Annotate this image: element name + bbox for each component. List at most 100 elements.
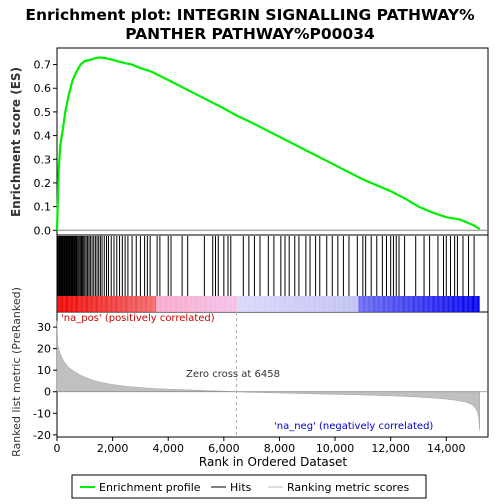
band-segment: [466, 296, 468, 312]
band-segment: [391, 296, 393, 312]
band-segment: [303, 296, 306, 312]
band-segment: [198, 296, 200, 312]
band-segment: [444, 296, 446, 312]
band-segment: [261, 296, 263, 312]
band-segment: [118, 296, 120, 312]
band-segment: [91, 296, 93, 312]
band-segment: [396, 296, 398, 312]
band-segment: [390, 296, 392, 312]
band-segment: [411, 296, 413, 312]
band-segment: [335, 296, 337, 312]
band-segment: [388, 296, 390, 312]
band-segment: [206, 296, 208, 312]
band-segment: [369, 296, 371, 312]
band-segment: [359, 296, 361, 312]
band-segment: [72, 296, 74, 312]
band-segment: [475, 296, 477, 312]
band-segment: [395, 296, 397, 312]
band-segment: [286, 296, 288, 312]
band-segment: [84, 296, 86, 312]
band-segment: [189, 296, 191, 312]
band-segment: [476, 296, 478, 312]
band-segment: [361, 296, 363, 312]
es-tick-label: 0.5: [34, 106, 52, 119]
band-segment: [263, 296, 265, 312]
band-segment: [323, 296, 326, 312]
x-tick-label: 8,000: [264, 442, 296, 455]
band-segment: [262, 296, 264, 312]
band-segment: [299, 296, 301, 312]
band-segment: [257, 296, 259, 312]
band-segment: [437, 296, 439, 312]
band-segment: [356, 296, 358, 312]
band-segment: [140, 296, 142, 312]
band-segment: [207, 296, 209, 312]
band-segment: [256, 296, 258, 312]
band-segment: [242, 296, 244, 312]
band-segment: [459, 296, 461, 312]
band-segment: [139, 296, 141, 312]
band-segment: [460, 296, 462, 312]
band-segment: [267, 296, 269, 312]
band-segment: [306, 296, 308, 312]
metric-tick-label: -10: [33, 407, 51, 420]
band-segment: [472, 296, 475, 312]
band-segment: [308, 296, 310, 312]
band-segment: [424, 296, 426, 312]
band-segment: [80, 296, 82, 312]
band-segment: [145, 296, 148, 312]
band-segment: [320, 296, 322, 312]
band-segment: [279, 296, 281, 312]
x-tick-label: 4,000: [152, 442, 184, 455]
band-segment: [470, 296, 472, 312]
band-segment: [81, 296, 83, 312]
band-segment: [77, 296, 79, 312]
band-segment: [190, 296, 192, 312]
band-segment: [461, 296, 463, 312]
band-segment: [264, 296, 267, 312]
metric-tick-label: -20: [33, 429, 51, 442]
band-segment: [154, 296, 156, 312]
band-segment: [169, 296, 171, 312]
band-segment: [426, 296, 428, 312]
band-segment: [219, 296, 221, 312]
metric-tick-label: 30: [37, 321, 51, 334]
band-segment: [307, 296, 309, 312]
band-segment: [188, 296, 190, 312]
band-segment: [181, 296, 183, 312]
band-segment: [69, 296, 71, 312]
band-segment: [218, 296, 220, 312]
band-segment: [172, 296, 174, 312]
band-segment: [163, 296, 165, 312]
band-segment: [297, 296, 299, 312]
band-segment: [111, 296, 113, 312]
band-segment: [121, 296, 123, 312]
band-segment: [365, 296, 367, 312]
band-segment: [368, 296, 370, 312]
band-segment: [280, 296, 282, 312]
band-segment: [447, 296, 449, 312]
band-segment: [449, 296, 451, 312]
band-segment: [343, 296, 346, 312]
band-segment: [436, 296, 438, 312]
metric-area-group: [56, 312, 488, 437]
band-segment: [113, 296, 115, 312]
band-segment: [164, 296, 167, 312]
band-segment: [192, 296, 194, 312]
band-segment: [355, 296, 357, 312]
band-segment: [251, 296, 253, 312]
band-segment: [419, 296, 421, 312]
x-tick-label: 2,000: [97, 442, 129, 455]
band-segment: [278, 296, 280, 312]
band-segment: [416, 296, 418, 312]
band-segment: [199, 296, 201, 312]
band-segment: [74, 296, 76, 312]
band-segment: [360, 296, 362, 312]
band-segment: [135, 296, 138, 312]
band-segment: [214, 296, 217, 312]
band-segment: [342, 296, 344, 312]
es-series-line: [55, 56, 481, 231]
band-segment: [252, 296, 254, 312]
band-segment: [223, 296, 225, 312]
band-segment: [117, 296, 119, 312]
